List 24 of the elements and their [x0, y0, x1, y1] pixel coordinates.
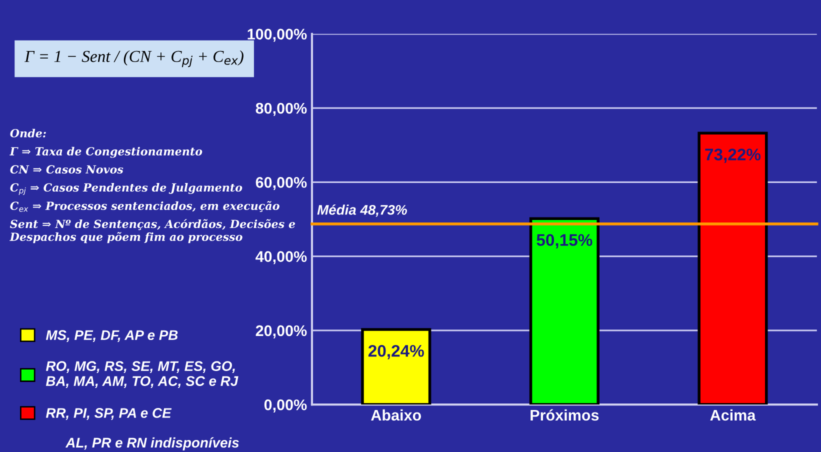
data-label: 20,24% — [368, 344, 424, 360]
y-tick-label: 80,00% — [256, 102, 307, 116]
text: CN ⇒ Casos Novos — [10, 165, 124, 174]
y-tick-label: 60,00% — [256, 177, 307, 190]
y-tick-label: 100,00% — [248, 28, 307, 42]
y-tick-label: 0,00% — [264, 399, 307, 412]
text: Onde: — [10, 128, 46, 138]
text: C$_{pj}$ ⇒ Casos Pendentes de Julgamento — [10, 183, 242, 195]
text: Γ = 1 − Sent / (CN + C$_{pj}$ + C$_{ex}$) — [24, 50, 244, 68]
data-label: 73,22% — [705, 148, 761, 163]
text: AL, PR e RN indisponíveis — [65, 437, 239, 450]
text: Sent ⇒ Nº de Sentenças, Acórdãos, Decisões e Despachos que põem fim ao processo — [10, 219, 296, 244]
legend-label: RR, PI, SP, PA e CE — [46, 408, 172, 420]
x-tick-label: Abaixo — [371, 409, 422, 421]
y-tick-label: 40,00% — [256, 251, 307, 264]
data-label: 50,15% — [536, 234, 592, 248]
y-tick-label: 20,00% — [256, 325, 307, 338]
text: Γ ⇒ Taxa de Congestionamento — [10, 146, 202, 158]
x-tick-label: Próximos — [530, 409, 599, 421]
legend-label: MS, PE, DF, AP e PB — [46, 330, 178, 342]
legend-label: RO, MG, RS, SE, MT, ES, GO, BA, MA, AM, TO, AC, SC e RJ — [46, 361, 238, 388]
ref-line-label: Média 48,73% — [317, 204, 407, 217]
x-tick-label: Acima — [710, 409, 756, 421]
text: C$_{ex}$ ⇒ Processos sentenciados, em execução — [10, 201, 280, 212]
